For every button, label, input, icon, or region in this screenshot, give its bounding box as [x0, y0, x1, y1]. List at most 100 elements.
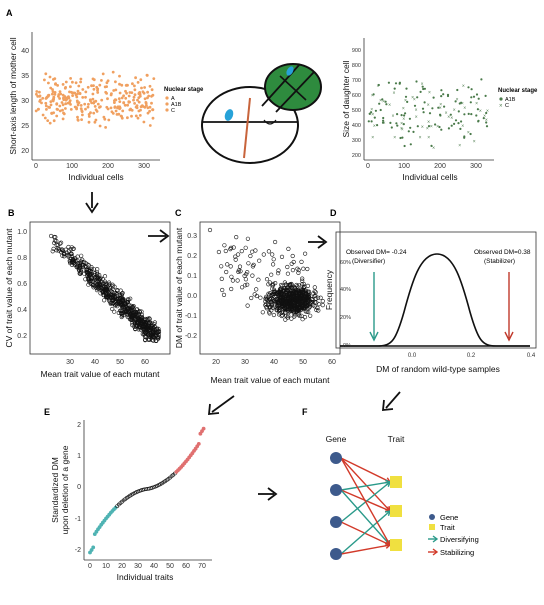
diversifying-edge [340, 510, 391, 555]
scatter-point [128, 296, 133, 301]
scatter-point [92, 87, 96, 91]
xtick: 100 [398, 163, 410, 170]
scatter-point [68, 247, 73, 252]
scatter-point [105, 85, 108, 88]
scatter-point [286, 308, 291, 313]
scatter-point: × [369, 112, 372, 118]
scatter-point [79, 80, 82, 84]
flow-arrow-c-to-e [207, 395, 235, 416]
scatter-point [143, 320, 148, 325]
scatter-point [47, 105, 51, 109]
scatter-point [409, 126, 412, 129]
gene-node [330, 452, 342, 464]
panel-c-yticks: -0.2 -0.1 0.0 0.1 0.2 0.3 [185, 233, 197, 340]
scatter-point [110, 110, 114, 114]
scatter-point [61, 103, 65, 107]
scatter-point [287, 282, 293, 287]
scatter-point [109, 106, 113, 110]
scatter-point [84, 90, 88, 94]
scatter-point [48, 121, 52, 125]
scatter-point [67, 95, 70, 99]
xtick: 40 [270, 359, 278, 366]
ytick: -0.1 [185, 313, 197, 320]
scatter-point [44, 97, 48, 100]
panel-a-left-yticks: 20 25 30 35 40 [21, 48, 29, 155]
scatter-point [150, 94, 153, 98]
xtick: 70 [198, 563, 206, 570]
scatter-point [393, 87, 396, 90]
scatter-point [69, 103, 72, 106]
scatter-point [482, 117, 485, 120]
scatter-point [399, 136, 402, 140]
scatter-point [71, 80, 74, 84]
scatter-point [284, 300, 289, 305]
xtick: 20 [118, 563, 126, 570]
scatter-point [78, 91, 82, 95]
scatter-point [79, 77, 83, 81]
scatter-point [86, 277, 91, 282]
xtick: 0 [88, 563, 92, 570]
scatter-point [131, 82, 134, 86]
scatter-point [143, 105, 147, 109]
scatter-point [117, 293, 123, 298]
panel-b-chart: 0.2 0.4 0.6 0.8 1.0 30 40 50 60 Mean tra… [4, 221, 171, 379]
trait-column-header: Trait [388, 434, 405, 444]
panel-a-right-points: ×××××××××× ×× ××××××××××××××××××××××××××××… [367, 78, 489, 152]
scatter-point [121, 109, 125, 113]
gene-column-header: Gene [326, 434, 347, 444]
legend-item: C [505, 103, 509, 109]
scatter-point [144, 102, 148, 105]
ytick: 20 [21, 148, 29, 155]
scatter-point [120, 96, 124, 100]
scatter-point [428, 112, 432, 115]
scatter-point [110, 282, 115, 287]
scatter-point [370, 111, 373, 114]
scatter-point [102, 274, 108, 279]
scatter-point [101, 287, 107, 292]
gene-node [330, 516, 342, 528]
scatter-point [430, 144, 433, 147]
scatter-point [51, 246, 56, 251]
scatter-point [269, 308, 274, 313]
scatter-point [276, 293, 281, 298]
scatter-point: × [427, 102, 430, 108]
scatter-point [136, 312, 141, 317]
scatter-point [91, 279, 96, 284]
scatter-point [406, 100, 409, 103]
scatter-point [66, 244, 71, 250]
scatter-point [111, 297, 116, 302]
scatter-point [300, 300, 305, 305]
scatter-point [49, 103, 53, 107]
legend-title: Nuclear stage [498, 88, 538, 94]
scatter-point [300, 303, 305, 308]
scatter-point [70, 260, 75, 265]
scatter-point [285, 271, 291, 276]
scatter-point [72, 256, 77, 261]
scatter-point [86, 282, 91, 287]
scatter-point: × [419, 135, 422, 141]
scatter-point [143, 86, 147, 89]
scatter-point [101, 298, 107, 303]
scatter-point [117, 299, 122, 305]
ytick: 60% [340, 260, 351, 266]
scatter-point [290, 291, 296, 296]
scatter-point [281, 298, 286, 304]
scatter-point [279, 297, 284, 303]
scatter-point [151, 108, 154, 112]
scatter-point [258, 295, 263, 300]
scatter-point [423, 101, 426, 104]
scatter-point [282, 280, 288, 285]
scatter-point [151, 330, 156, 335]
xtick: 0.2 [467, 353, 476, 359]
scatter-point [106, 107, 110, 111]
scatter-point [114, 109, 118, 113]
scatter-point [272, 304, 277, 309]
scatter-point [151, 335, 156, 340]
scatter-point [133, 84, 136, 88]
xtick: 60 [328, 359, 336, 366]
scatter-point [457, 122, 460, 125]
scatter-point: × [462, 83, 465, 89]
scatter-point [376, 124, 379, 127]
scatter-point [320, 303, 325, 308]
panel-b-ylabel: CV of trait value of each mutant [4, 228, 14, 348]
